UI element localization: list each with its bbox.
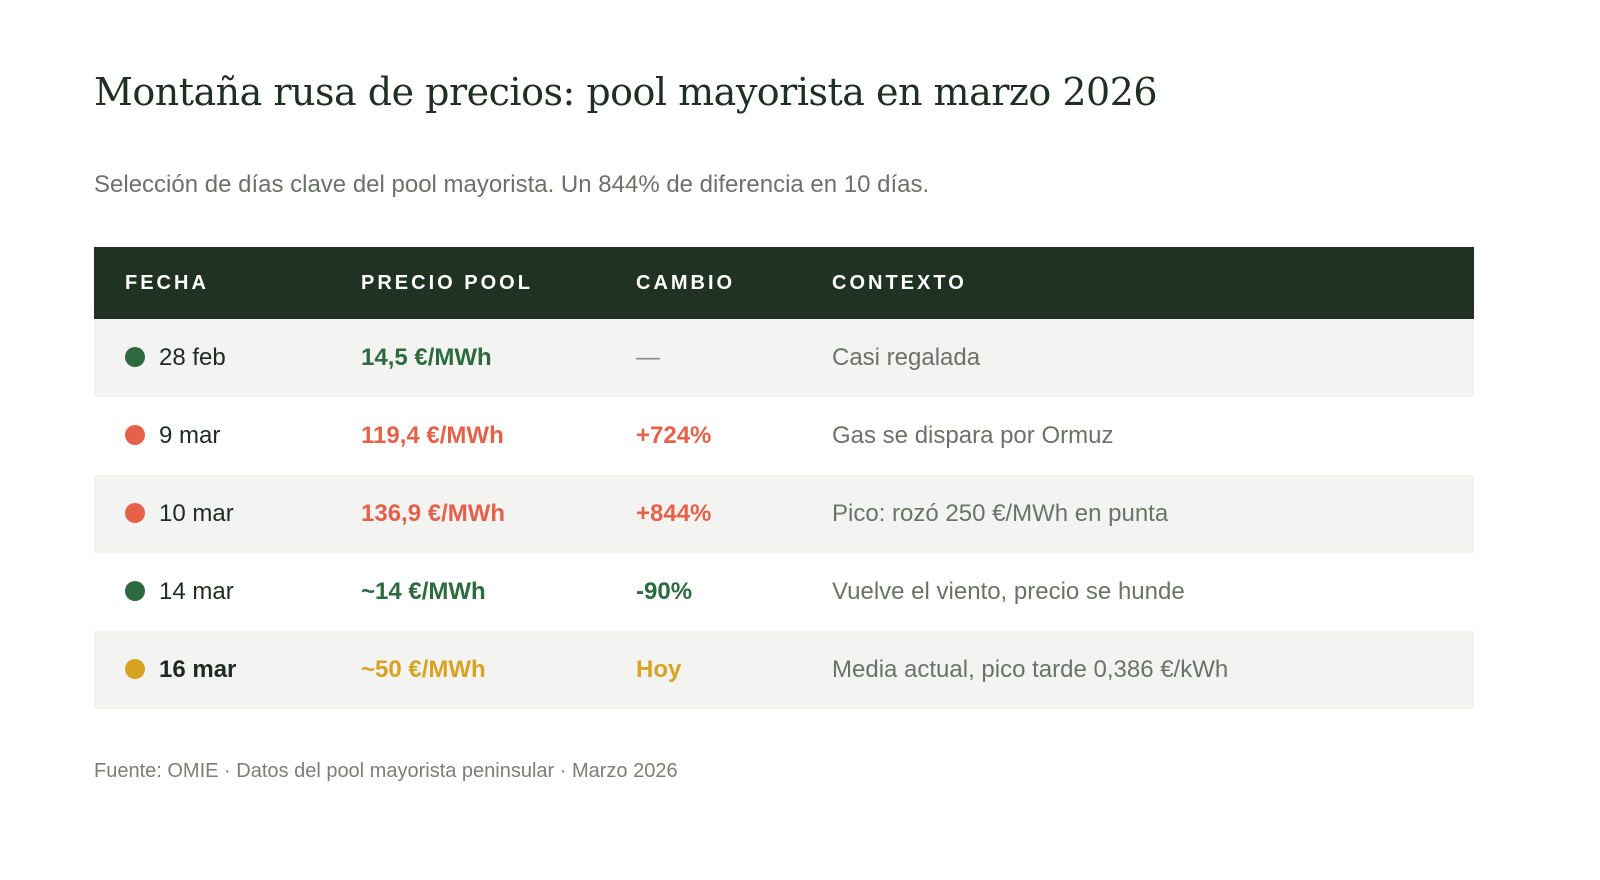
header-cambio: CAMBIO (636, 247, 832, 319)
cell-fecha: 9 mar (94, 397, 361, 475)
cell-contexto: Media actual, pico tarde 0,386 €/kWh (832, 631, 1474, 709)
subtitle: Selección de días clave del pool mayoris… (94, 171, 930, 198)
table-row: 14 mar ~14 €/MWh -90% Vuelve el viento, … (94, 553, 1474, 631)
status-dot-icon (125, 581, 145, 601)
cell-fecha: 14 mar (94, 553, 361, 631)
price-table: FECHA PRECIO POOL CAMBIO CONTEXTO 28 feb… (94, 247, 1474, 709)
header-fecha: FECHA (94, 247, 361, 319)
cell-precio: ~14 €/MWh (361, 578, 486, 605)
cell-contexto: Gas se dispara por Ormuz (832, 422, 1114, 449)
header-precio: PRECIO POOL (361, 247, 636, 319)
cell-cambio: — (636, 319, 832, 397)
cell-cambio: -90% (636, 578, 693, 605)
cell-contexto: Vuelve el viento, precio se hunde (832, 578, 1185, 605)
date: 10 mar (159, 500, 234, 527)
status-dot-icon (125, 425, 145, 445)
table-row: 9 mar 119,4 €/MWh +724% Gas se dispara p… (94, 397, 1474, 475)
cell-precio: 136,9 €/MWh (361, 475, 636, 553)
date: 28 feb (159, 344, 226, 371)
cell-fecha: 16 mar (94, 631, 361, 709)
status-dot-icon (125, 503, 145, 523)
cell-cambio: Hoy (636, 631, 832, 709)
cell-cambio: +844% (636, 475, 832, 553)
table-row: 28 feb 14,5 €/MWh — Casi regalada (94, 319, 1474, 397)
cell-precio: ~50 €/MWh (361, 631, 636, 709)
cell-fecha: 10 mar (94, 475, 361, 553)
status-dot-icon (125, 347, 145, 367)
table-header: FECHA PRECIO POOL CAMBIO CONTEXTO (94, 247, 1474, 319)
cell-precio: 14,5 €/MWh (361, 319, 636, 397)
source-footer: Fuente: OMIE · Datos del pool mayorista … (94, 760, 678, 782)
cell-precio: 119,4 €/MWh (361, 422, 504, 449)
page-title: Montaña rusa de precios: pool mayorista … (94, 70, 1158, 114)
header-contexto: CONTEXTO (832, 247, 1474, 319)
cell-contexto: Casi regalada (832, 319, 1474, 397)
table-row: 16 mar ~50 €/MWh Hoy Media actual, pico … (94, 631, 1474, 709)
cell-fecha: 28 feb (94, 319, 361, 397)
cell-contexto: Pico: rozó 250 €/MWh en punta (832, 475, 1474, 553)
cell-cambio: +724% (636, 422, 712, 449)
date: 14 mar (159, 578, 234, 605)
table-row: 10 mar 136,9 €/MWh +844% Pico: rozó 250 … (94, 475, 1474, 553)
date: 16 mar (159, 656, 237, 683)
status-dot-icon (125, 659, 145, 679)
date: 9 mar (159, 422, 221, 449)
